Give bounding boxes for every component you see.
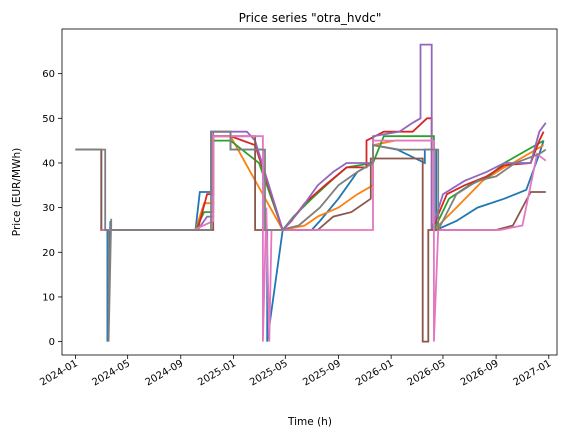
series-line-7 [101,135,547,342]
y-tick-label: 20 [42,248,55,259]
x-tick-label: 2026-09 [459,358,501,388]
x-tick-label: 2025-05 [248,358,290,388]
series-line-6 [75,135,546,343]
plot-frame [61,28,558,356]
x-tick-label: 2024-05 [90,358,132,388]
x-tick-label: 2025-09 [301,358,343,388]
x-tick-label: 2026-01 [354,358,396,388]
series-line-1 [75,130,545,342]
y-tick-label: 40 [42,158,55,169]
series-line-4 [101,117,545,232]
series-line-3 [101,135,545,232]
chart-title: Price series "otra_hvdc" [239,11,382,25]
y-axis: 0 10 20 30 40 50 60 [42,69,62,348]
y-tick-label: 10 [42,292,55,303]
x-axis-title: Time (h) [287,416,332,428]
x-tick-label: 2027-01 [512,358,554,388]
series-line-2 [101,135,545,233]
y-tick-label: 50 [42,114,55,125]
series-layer [75,43,547,343]
y-tick-label: 0 [49,337,55,348]
x-tick-label: 2025-01 [196,358,238,388]
x-tick-label: 2026-05 [406,358,448,388]
x-tick-label: 2024-09 [144,358,186,388]
x-tick-label: 2024-01 [38,358,80,388]
y-tick-label: 30 [42,203,55,214]
series-line-8 [75,130,547,342]
x-axis: 2024-01 2024-05 2024-09 2025-01 2025-05 2025-… [38,355,553,388]
y-axis-title: Price (EUR/MWh) [11,148,23,236]
y-tick-label: 60 [42,69,55,80]
